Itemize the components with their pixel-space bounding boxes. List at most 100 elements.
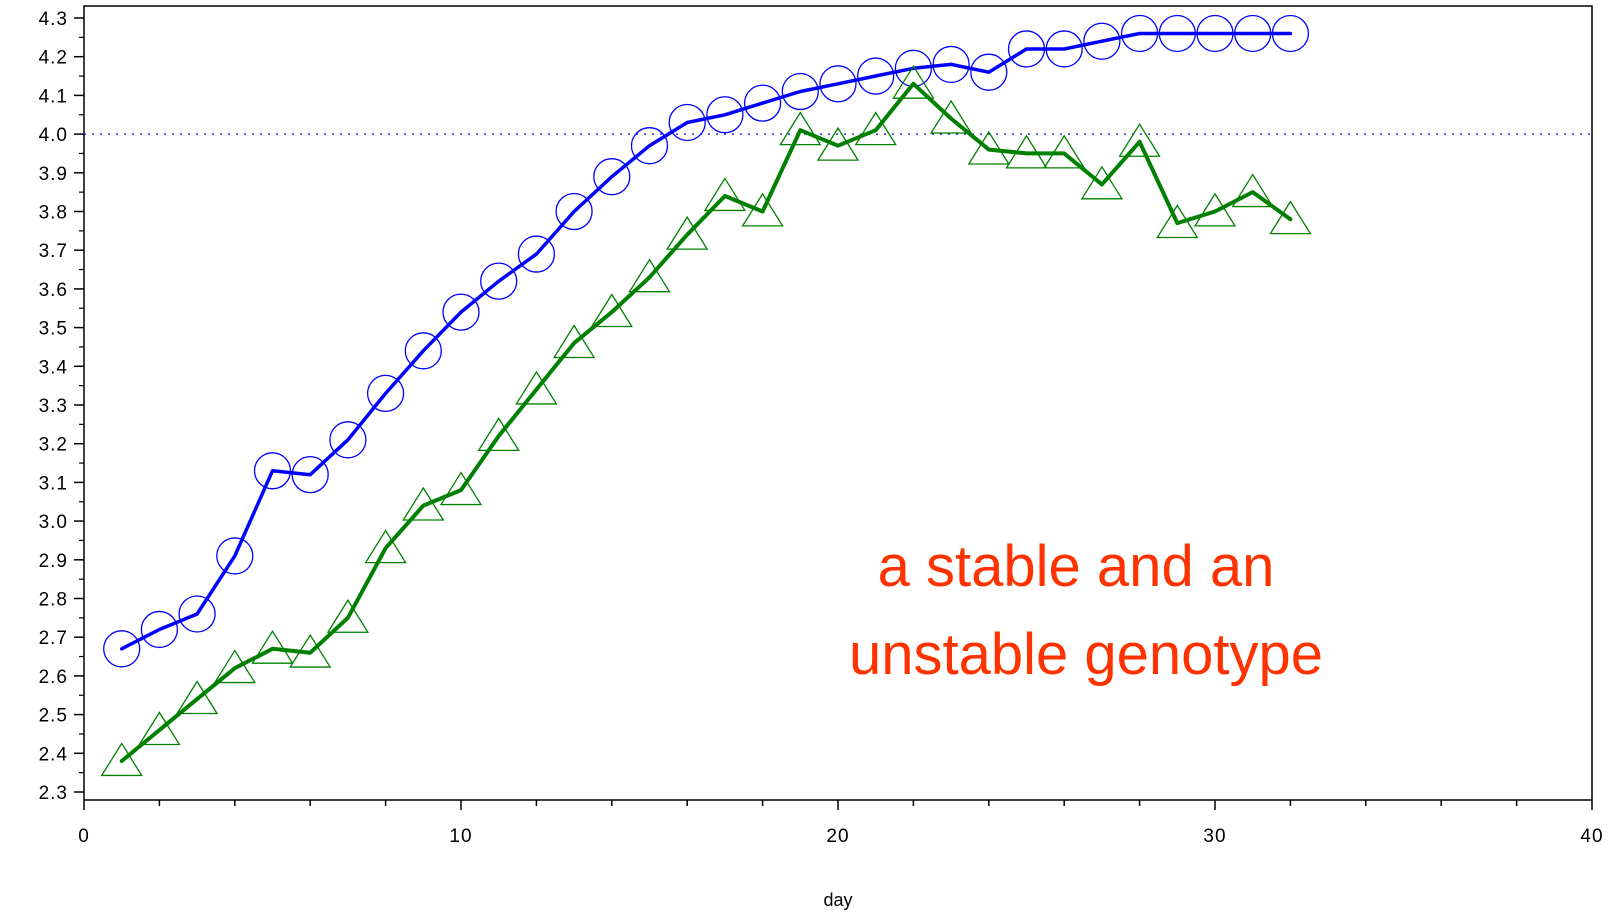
y-tick-label: 3.2 (39, 435, 68, 456)
data-point-triangle (1005, 134, 1048, 169)
y-tick-label: 4.1 (39, 86, 68, 107)
data-point-circle (593, 158, 631, 196)
x-tick-label: 40 (1580, 826, 1603, 847)
data-point-circle (480, 262, 518, 300)
data-point-triangle (326, 599, 370, 633)
y-tick-label: 2.6 (39, 667, 68, 688)
data-point-triangle (515, 370, 558, 405)
data-point-circle (706, 96, 744, 134)
data-point-circle (1120, 14, 1159, 53)
y-tick-label: 3.1 (39, 473, 68, 494)
data-point-circle (140, 610, 179, 649)
y-tick-label: 2.9 (39, 551, 68, 572)
x-axis-title: day (823, 890, 852, 910)
data-point-circle (1196, 14, 1234, 53)
data-point-circle (1234, 14, 1272, 53)
plot-frame (83, 5, 1593, 801)
data-point-triangle (816, 126, 860, 161)
data-point-triangle (967, 130, 1010, 165)
data-point-circle (1158, 14, 1196, 53)
data-point-triangle (1043, 134, 1086, 169)
y-tick-label: 2.7 (39, 628, 68, 649)
data-point-triangle (175, 680, 219, 715)
x-tick-label: 10 (449, 826, 472, 847)
y-tick-label: 3.6 (39, 280, 68, 301)
data-point-triangle (138, 711, 181, 746)
data-point-circle (442, 293, 480, 331)
data-point-triangle (741, 192, 784, 227)
data-point-circle (291, 456, 329, 494)
data-point-triangle (628, 258, 671, 293)
data-point-triangle (666, 215, 709, 250)
data-point-triangle (1231, 173, 1274, 208)
annotation-line-1: a stable and an (878, 534, 1275, 599)
data-point-triangle (892, 64, 935, 99)
data-point-circle (329, 421, 367, 459)
y-tick-label: 4.2 (39, 48, 68, 69)
data-point-circle (404, 332, 442, 370)
data-point-triangle (703, 177, 747, 212)
data-point-circle (178, 595, 216, 633)
data-point-triangle (100, 742, 143, 777)
annotation-line-2: unstable genotype (849, 622, 1323, 687)
data-point-triangle (213, 649, 256, 684)
y-tick-label: 3.4 (39, 357, 68, 378)
data-point-circle (743, 84, 782, 122)
data-point-circle (103, 630, 141, 668)
x-tick-label: 0 (78, 826, 90, 847)
data-point-triangle (364, 529, 407, 564)
series-line (119, 81, 1293, 763)
y-tick-label: 3.3 (39, 396, 68, 417)
data-point-triangle (1269, 200, 1312, 235)
data-point-circle (366, 374, 405, 413)
data-point-triangle (1193, 192, 1237, 227)
data-point-triangle (477, 417, 520, 452)
y-axis: 2.3 2.4 2.5 2.6 2.7 2.8 2.9 3.0 3.1 3.2 3.3 3.4 3.5 3… (39, 9, 84, 804)
y-tick-label: 2.5 (39, 706, 68, 727)
x-axis: 0 10 20 30 40 (78, 800, 1603, 847)
data-point-circle (1271, 14, 1310, 53)
data-point-triangle (854, 111, 897, 146)
data-point-circle (517, 235, 556, 273)
series-group (100, 14, 1312, 777)
data-point-circle (1083, 22, 1121, 60)
y-tick-label: 2.3 (39, 783, 68, 804)
data-point-circle (1007, 30, 1046, 68)
y-tick-label: 3.8 (39, 203, 68, 224)
y-tick-label: 4.3 (39, 9, 68, 30)
data-point-circle (857, 57, 895, 95)
data-point-circle (668, 103, 706, 142)
data-point-triangle (929, 99, 973, 134)
y-tick-label: 2.4 (39, 744, 68, 765)
series-line (119, 31, 1293, 651)
data-point-circle (555, 192, 593, 231)
data-point-triangle (1080, 165, 1124, 200)
data-point-circle (630, 127, 669, 165)
data-point-triangle (402, 486, 445, 521)
data-point-triangle (779, 111, 822, 146)
data-point-triangle (1156, 204, 1199, 239)
x-tick-label: 30 (1203, 826, 1226, 847)
y-tick-label: 2.8 (39, 590, 68, 611)
data-point-triangle (251, 629, 294, 664)
series-2 (100, 64, 1312, 777)
y-tick-label: 3.7 (39, 241, 68, 262)
data-point-triangle (552, 324, 596, 359)
data-point-triangle (590, 293, 633, 328)
data-point-circle (781, 72, 819, 111)
data-point-circle (970, 53, 1008, 91)
y-tick-label: 3.9 (39, 164, 68, 185)
series-1 (103, 14, 1310, 668)
y-tick-label: 3.0 (39, 512, 68, 533)
y-tick-label: 4.0 (39, 125, 68, 146)
data-point-circle (253, 452, 292, 490)
data-point-triangle (1118, 123, 1161, 157)
data-point-triangle (289, 633, 332, 668)
data-point-circle (932, 45, 970, 84)
data-point-triangle (439, 471, 483, 506)
data-point-circle (819, 65, 857, 103)
data-point-circle (1045, 30, 1083, 68)
x-tick-label: 20 (826, 826, 849, 847)
data-point-circle (216, 537, 254, 575)
